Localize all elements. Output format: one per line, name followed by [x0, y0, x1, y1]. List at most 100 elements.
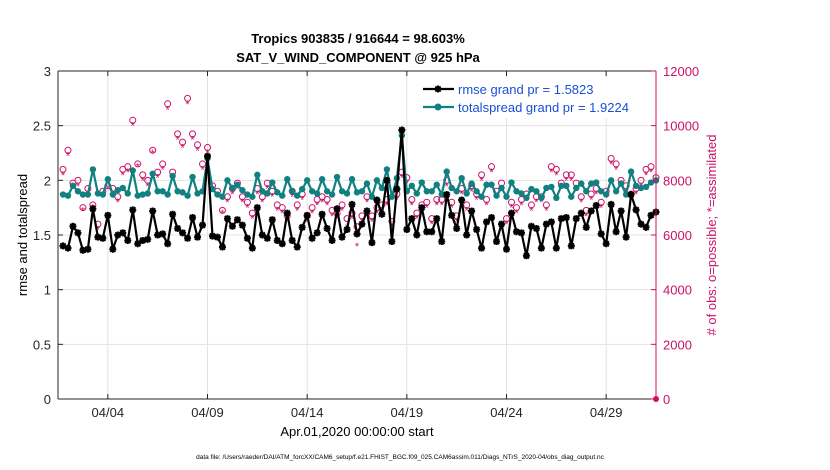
- obs-possible-marker: [64, 146, 72, 154]
- rmse-point: [179, 229, 187, 237]
- obs-assimilated-marker: *: [215, 192, 220, 204]
- spread-point: [308, 188, 316, 195]
- obs-assimilated-marker: *: [460, 189, 465, 201]
- rmse-point: [418, 204, 426, 212]
- rmse-point: [338, 233, 346, 241]
- rmse-point: [388, 238, 396, 246]
- rmse-point: [368, 239, 376, 247]
- rmse-point: [458, 196, 466, 204]
- obs-possible-marker: [527, 201, 535, 209]
- obs-assimilated-marker: *: [385, 200, 390, 212]
- spread-point: [159, 188, 166, 195]
- legend-label-spread: totalspread grand pr = 1.9224: [458, 100, 629, 115]
- spread-point: [94, 190, 102, 197]
- rmse-point: [433, 215, 441, 223]
- obs-assimilated-marker: *: [614, 164, 619, 176]
- spread-point: [413, 190, 420, 197]
- spread-point: [418, 179, 425, 186]
- rmse-point: [532, 224, 540, 232]
- y2-tick-label: 12000: [663, 64, 699, 79]
- y2-tick-label: 6000: [663, 228, 692, 243]
- spread-point: [473, 188, 480, 195]
- spread-point: [597, 188, 605, 195]
- spread-point: [568, 193, 575, 200]
- spread-point: [543, 184, 550, 192]
- obs-assimilated-marker: *: [156, 173, 161, 185]
- spread-point: [279, 192, 286, 199]
- spread-point: [622, 191, 630, 198]
- obs-possible-marker: [199, 160, 207, 168]
- obs-assimilated-marker: *: [146, 181, 151, 193]
- obs-assimilated-marker: *: [101, 192, 106, 204]
- obs-assimilated-marker: *: [290, 192, 295, 204]
- x-tick-label: 04/24: [490, 405, 523, 420]
- obs-possible-marker: [503, 215, 510, 223]
- spread-point: [184, 192, 191, 199]
- obs-possible-marker: [179, 138, 187, 146]
- obs-possible-marker: [218, 206, 226, 214]
- rmse-point: [557, 215, 565, 223]
- chart-subtitle: SAT_V_WIND_COMPONENT @ 925 hPa: [236, 50, 480, 65]
- y-axis-label: rmse and totalspread: [15, 174, 30, 296]
- x-tick-label: 04/04: [92, 405, 125, 420]
- obs-assimilated-marker: *: [435, 200, 440, 212]
- rmse-point: [343, 226, 351, 234]
- rmse-point: [223, 215, 231, 223]
- spread-point: [503, 193, 510, 200]
- spread-point: [428, 188, 435, 195]
- spread-point: [508, 179, 515, 186]
- spread-point: [378, 184, 386, 192]
- obs-assimilated-marker: *: [275, 205, 280, 217]
- legend-label-rmse: rmse grand pr = 1.5823: [458, 82, 594, 97]
- obs-possible-marker: [423, 198, 431, 206]
- spread-point: [607, 177, 615, 184]
- rmse-point: [567, 242, 575, 250]
- rmse-point: [463, 231, 471, 239]
- footer-text: data file: /Users/raeder/DAI/ATM_forcXX/…: [196, 454, 605, 461]
- rmse-point: [542, 220, 550, 228]
- rmse-point: [288, 236, 296, 244]
- rmse-point: [632, 206, 640, 214]
- rmse-point: [139, 236, 147, 244]
- obs-possible-marker: [278, 204, 286, 212]
- obs-assimilated-marker: *: [534, 197, 539, 209]
- obs-assimilated-marker: *: [250, 214, 255, 226]
- rmse-point: [443, 191, 451, 199]
- spread-point: [528, 185, 535, 193]
- obs-assimilated-marker: *: [335, 214, 340, 226]
- obs-possible-marker: [139, 171, 147, 179]
- rmse-point: [378, 210, 386, 218]
- obs-assimilated-marker: *: [365, 197, 370, 209]
- spread-point: [164, 191, 171, 198]
- rmse-point: [253, 204, 261, 212]
- rmse-point: [84, 245, 92, 253]
- rmse-point: [517, 229, 525, 237]
- obs-assimilated-marker: *: [96, 225, 101, 237]
- spread-point: [558, 182, 565, 189]
- obs-assimilated-marker: *: [644, 170, 649, 182]
- spread-point: [59, 191, 67, 198]
- obs-possible-marker: [164, 100, 172, 108]
- rmse-point: [59, 242, 67, 250]
- spread-point: [602, 191, 610, 198]
- obs-assimilated-marker: *: [425, 203, 430, 215]
- y2-axis-label: # of obs: o=possible; *=assimilated: [704, 135, 719, 336]
- obs-possible-marker: [189, 130, 197, 138]
- rmse-point: [268, 216, 276, 224]
- obs-assimilated-marker: *: [569, 175, 574, 187]
- spread-point: [239, 186, 246, 194]
- obs-assimilated-marker: *: [479, 175, 484, 187]
- x-tick-label: 04/09: [191, 405, 224, 420]
- obs-assimilated-marker: *: [355, 241, 360, 253]
- obs-possible-marker: [194, 141, 202, 149]
- rmse-point: [263, 234, 271, 242]
- rmse-point: [597, 230, 605, 238]
- rmse-point: [503, 245, 510, 253]
- obs-assimilated-marker: *: [200, 164, 205, 176]
- obs-assimilated-marker: *: [430, 219, 435, 231]
- obs-assimilated-marker: *: [61, 170, 66, 182]
- obs-assimilated-marker: *: [320, 197, 325, 209]
- rmse-point: [438, 238, 446, 246]
- rmse-point: [218, 243, 226, 251]
- rmse-point: [64, 244, 72, 252]
